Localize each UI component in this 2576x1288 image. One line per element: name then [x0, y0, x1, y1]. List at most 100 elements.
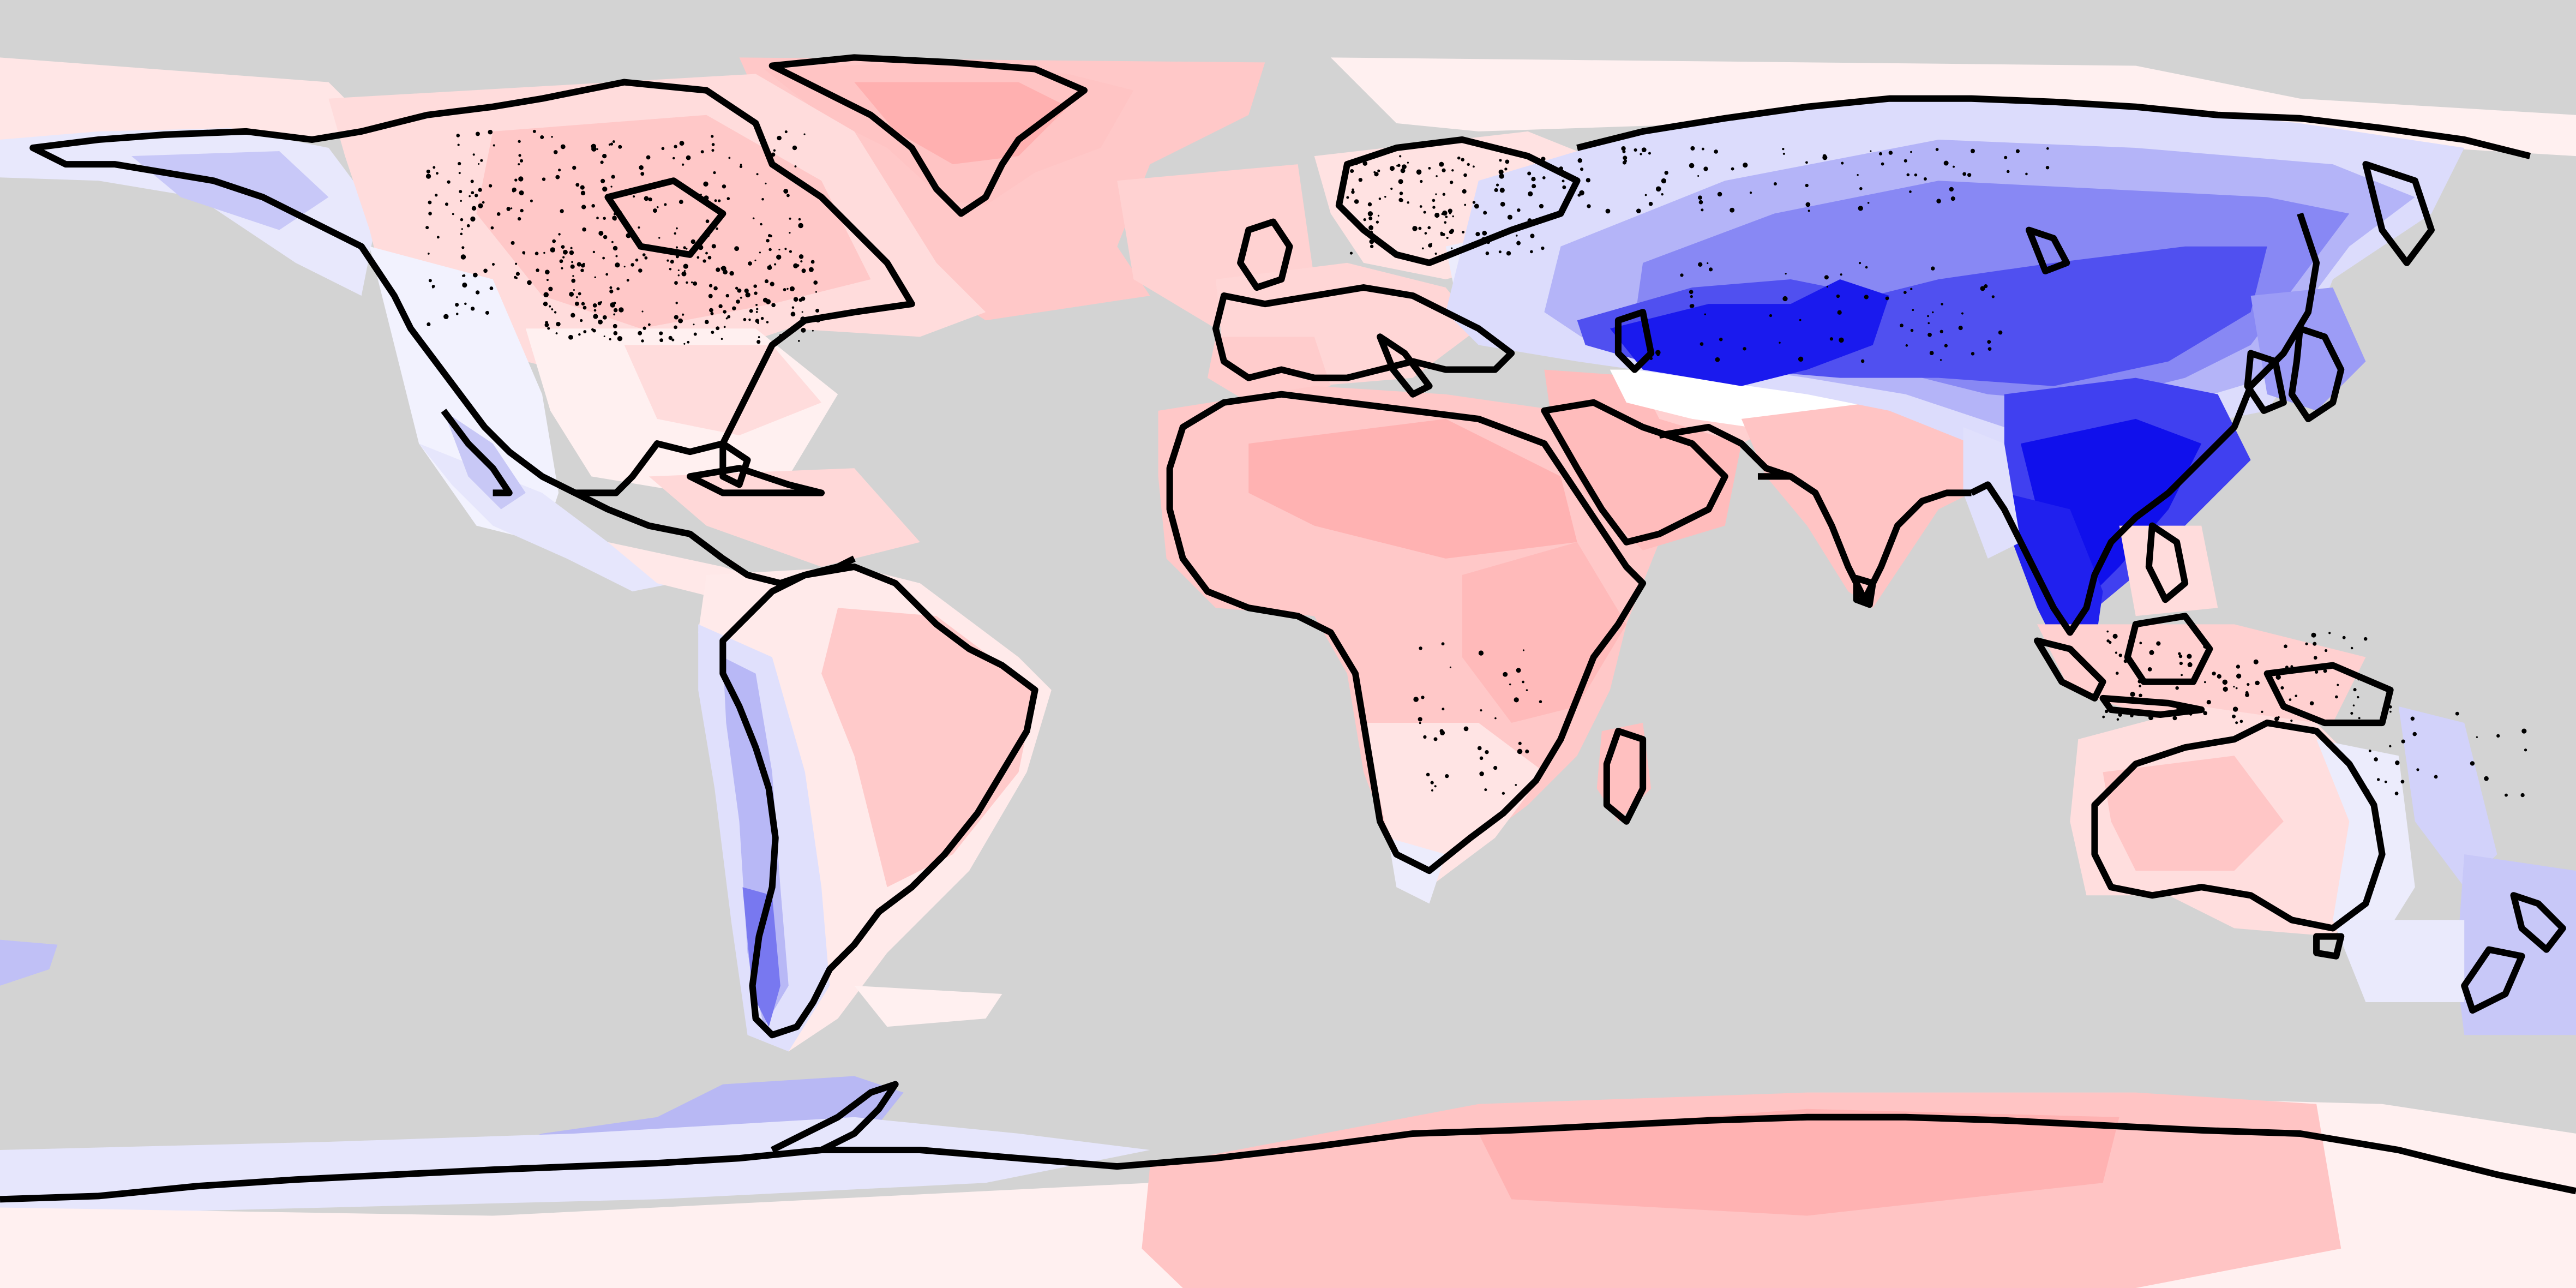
island-speck	[2295, 694, 2298, 698]
island-speck	[1799, 319, 1802, 321]
island-speck	[540, 135, 544, 139]
island-speck	[1402, 164, 1407, 170]
island-speck	[1486, 240, 1491, 244]
island-speck	[1363, 218, 1366, 221]
island-speck	[798, 298, 803, 302]
coastline-europe	[1212, 284, 1515, 381]
island-speck	[2324, 649, 2328, 652]
island-speck	[668, 336, 672, 340]
island-speck	[1931, 266, 1935, 271]
island-speck	[759, 251, 761, 254]
island-speck	[784, 130, 788, 134]
island-speck	[1648, 152, 1651, 155]
island-speck	[707, 255, 712, 260]
island-speck	[1368, 225, 1374, 230]
island-speck	[1505, 159, 1510, 164]
island-speck	[2305, 642, 2308, 645]
island-speck	[708, 293, 713, 298]
island-speck	[675, 246, 678, 249]
island-speck	[687, 340, 690, 344]
island-speck	[1517, 208, 1521, 212]
island-speck	[1424, 232, 1427, 235]
island-speck	[1485, 750, 1489, 754]
island-speck	[1967, 173, 1972, 177]
island-speck	[1440, 231, 1443, 235]
island-speck	[1461, 158, 1464, 161]
island-speck	[740, 164, 742, 166]
island-speck	[648, 197, 652, 202]
island-speck	[1704, 313, 1706, 315]
island-speck	[774, 263, 777, 266]
island-speck	[1451, 247, 1453, 249]
island-speck	[686, 248, 688, 250]
island-speck	[1502, 792, 1505, 795]
island-speck	[1690, 304, 1695, 308]
island-speck	[797, 182, 800, 185]
coastlines	[0, 54, 2576, 1203]
island-speck	[2314, 670, 2319, 674]
island-speck	[1506, 251, 1511, 256]
island-speck	[445, 202, 449, 206]
island-speck	[798, 218, 801, 221]
island-speck	[2232, 714, 2236, 718]
island-speck	[2181, 674, 2183, 676]
island-speck	[1805, 202, 1811, 207]
island-speck	[2290, 665, 2293, 668]
island-speck	[553, 150, 558, 154]
island-speck	[1641, 147, 1647, 153]
island-speck	[1482, 230, 1487, 236]
island-speck	[466, 224, 470, 227]
island-speck	[2314, 668, 2317, 671]
island-speck	[475, 131, 480, 136]
island-speck	[711, 143, 715, 146]
island-speck	[455, 303, 459, 307]
island-speck	[1808, 209, 1810, 212]
island-speck	[1698, 195, 1702, 200]
island-speck	[711, 244, 716, 249]
island-speck	[623, 266, 626, 268]
island-speck	[722, 184, 726, 189]
island-speck	[2394, 792, 2399, 795]
island-speck	[686, 281, 688, 284]
island-speck	[1707, 262, 1709, 265]
island-speck	[789, 286, 795, 291]
island-speck	[1357, 157, 1362, 161]
island-speck	[1517, 748, 1523, 754]
island-speck	[460, 254, 466, 260]
island-speck	[783, 288, 786, 291]
island-speck	[1434, 785, 1437, 788]
island-speck	[752, 217, 755, 220]
island-speck	[686, 155, 691, 160]
island-speck	[1903, 291, 1907, 294]
island-speck	[2130, 714, 2134, 718]
island-speck	[2137, 679, 2142, 684]
island-speck	[1434, 252, 1437, 255]
island-speck	[578, 292, 581, 296]
island-speck	[2156, 641, 2161, 646]
island-speck	[2175, 686, 2179, 690]
island-speck	[1580, 167, 1584, 171]
island-speck	[711, 148, 714, 152]
island-speck	[1785, 273, 1787, 275]
island-speck	[2484, 776, 2489, 781]
island-speck	[792, 145, 797, 151]
island-speck	[2389, 745, 2392, 747]
island-speck	[2130, 692, 2135, 697]
island-speck	[640, 172, 645, 176]
island-speck	[1347, 217, 1350, 220]
shade-philippines	[2119, 525, 2218, 616]
island-speck	[463, 274, 466, 277]
island-speck	[1928, 332, 1932, 337]
island-speck	[1472, 201, 1476, 204]
island-speck	[1987, 347, 1992, 351]
island-speck	[718, 304, 723, 309]
island-speck	[593, 314, 598, 319]
island-speck	[1377, 169, 1380, 172]
island-speck	[1479, 771, 1484, 776]
island-speck	[478, 188, 482, 192]
island-speck	[483, 268, 488, 273]
island-speck	[1349, 251, 1353, 255]
island-speck	[708, 284, 713, 287]
island-speck	[1904, 159, 1907, 163]
island-speck	[603, 335, 605, 337]
